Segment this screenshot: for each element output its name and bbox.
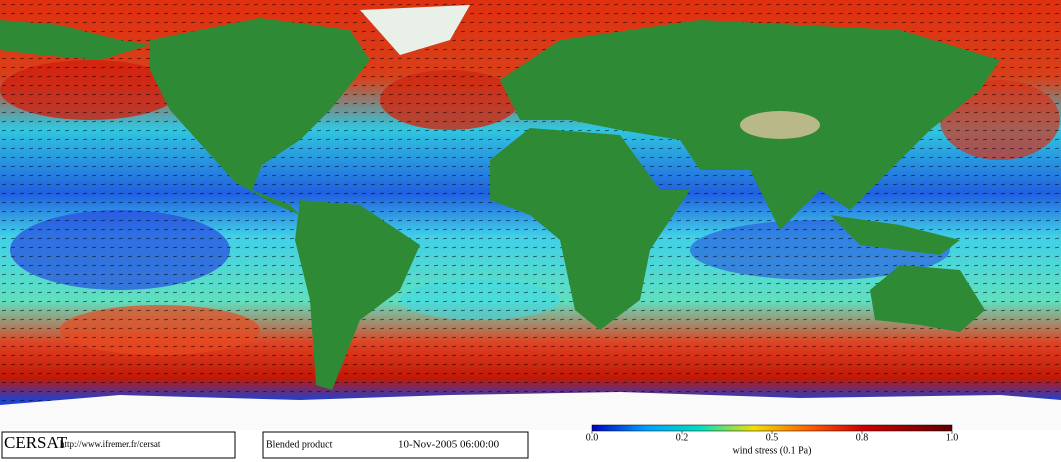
logo-box (1, 431, 236, 459)
colorbar-tick-label: 1.0 (946, 432, 959, 443)
footer: CERSAT http://www.ifremer.fr/cersat Blen… (0, 424, 1061, 462)
colorbar-tick-label: 0.8 (856, 432, 869, 443)
colorbar-label: wind stress (0.1 Pa) (733, 445, 812, 456)
logo: CERSAT (4, 433, 68, 452)
colorbar-tick-label: 0.5 (766, 432, 779, 443)
land (0, 5, 1061, 430)
colorbar-ticks: 0.0 0.2 0.5 0.8 1.0 (586, 431, 959, 443)
url: http://www.ifremer.fr/cersat (60, 439, 161, 449)
colorbar (591, 424, 953, 432)
colorbar-tick-label: 0.2 (676, 432, 689, 443)
date: 10-Nov-2005 06:00:00 (398, 439, 500, 451)
product: Blended product (266, 439, 333, 450)
colorbar-tick-label: 0.0 (586, 432, 599, 443)
product-box (262, 431, 529, 459)
